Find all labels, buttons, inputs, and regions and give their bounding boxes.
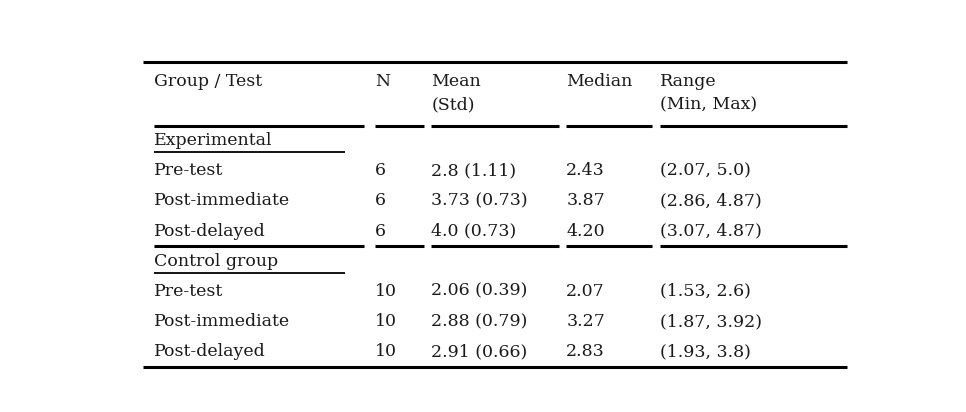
Text: 2.43: 2.43 [566, 162, 605, 179]
Text: Median: Median [566, 73, 633, 90]
Text: (1.87, 3.92): (1.87, 3.92) [660, 313, 762, 330]
Text: (2.07, 5.0): (2.07, 5.0) [660, 162, 751, 179]
Text: 2.8 (1.11): 2.8 (1.11) [432, 162, 517, 179]
Text: Control group: Control group [155, 253, 278, 270]
Text: (3.07, 4.87): (3.07, 4.87) [660, 222, 761, 239]
Text: 2.83: 2.83 [566, 343, 605, 360]
Text: Range: Range [660, 73, 717, 90]
Text: 10: 10 [375, 343, 397, 360]
Text: 2.91 (0.66): 2.91 (0.66) [432, 343, 527, 360]
Text: 6: 6 [375, 222, 386, 239]
Text: 10: 10 [375, 313, 397, 330]
Text: (Std): (Std) [432, 97, 475, 114]
Text: 4.0 (0.73): 4.0 (0.73) [432, 222, 517, 239]
Text: N: N [375, 73, 390, 90]
Text: Post-immediate: Post-immediate [155, 313, 291, 330]
Text: Mean: Mean [432, 73, 481, 90]
Text: Group / Test: Group / Test [155, 73, 263, 90]
Text: Experimental: Experimental [155, 132, 273, 149]
Text: 3.27: 3.27 [566, 313, 605, 330]
Text: (1.93, 3.8): (1.93, 3.8) [660, 343, 751, 360]
Text: Pre-test: Pre-test [155, 283, 224, 300]
Text: 2.07: 2.07 [566, 283, 605, 300]
Text: 3.73 (0.73): 3.73 (0.73) [432, 192, 528, 209]
Text: Pre-test: Pre-test [155, 162, 224, 179]
Text: Post-immediate: Post-immediate [155, 192, 291, 209]
Text: 6: 6 [375, 162, 386, 179]
Text: 4.20: 4.20 [566, 222, 605, 239]
Text: 3.87: 3.87 [566, 192, 605, 209]
Text: (2.86, 4.87): (2.86, 4.87) [660, 192, 761, 209]
Text: 2.06 (0.39): 2.06 (0.39) [432, 283, 527, 300]
Text: Post-delayed: Post-delayed [155, 343, 267, 360]
Text: (1.53, 2.6): (1.53, 2.6) [660, 283, 751, 300]
Text: Post-delayed: Post-delayed [155, 222, 267, 239]
Text: 10: 10 [375, 283, 397, 300]
Text: 2.88 (0.79): 2.88 (0.79) [432, 313, 527, 330]
Text: 6: 6 [375, 192, 386, 209]
Text: (Min, Max): (Min, Max) [660, 97, 757, 114]
